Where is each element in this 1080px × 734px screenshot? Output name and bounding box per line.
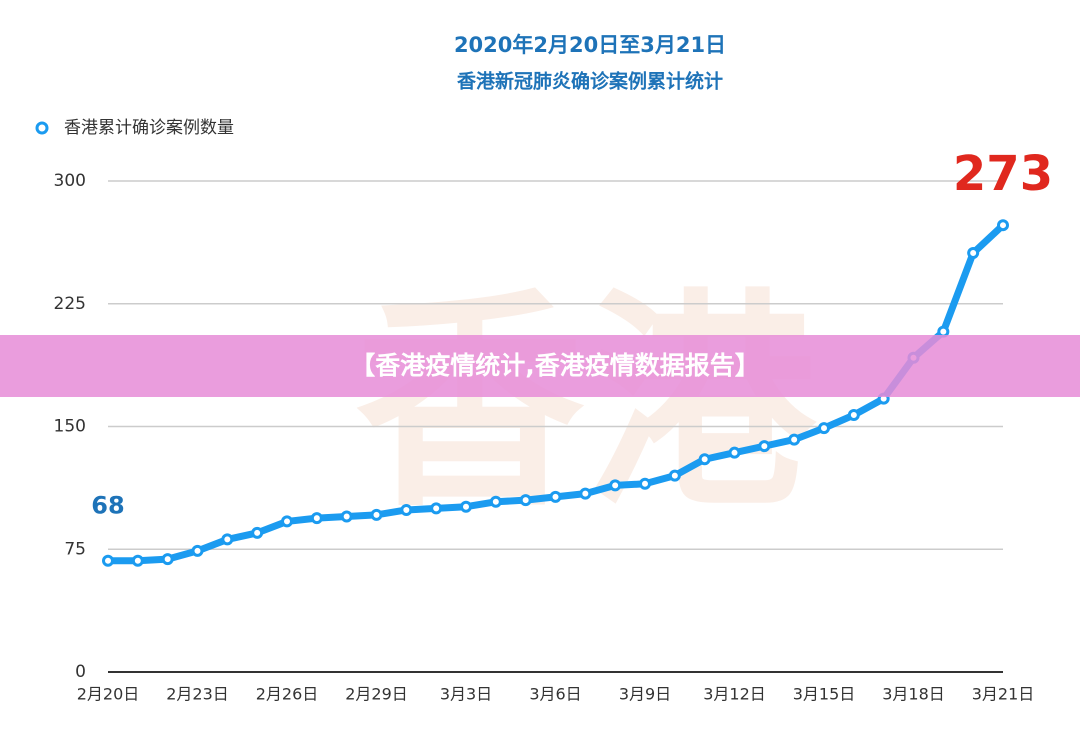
- banner-bg: [0, 335, 1080, 397]
- data-point: [639, 477, 651, 490]
- x-tick-label: 2月23日: [166, 685, 229, 704]
- y-tick-label: 225: [54, 294, 86, 314]
- x-tick-label: 3月18日: [882, 685, 945, 704]
- data-point: [370, 508, 383, 521]
- x-tick-label: 3月15日: [793, 685, 856, 704]
- data-point: [967, 247, 980, 260]
- data-point: [937, 325, 950, 338]
- banner-text: 【香港疫情统计,香港疫情数据报告】: [350, 351, 760, 380]
- x-tick-label: 3月9日: [619, 685, 671, 704]
- data-point: [549, 490, 562, 503]
- data-point: [340, 510, 353, 523]
- data-point: [668, 469, 681, 482]
- data-point: [758, 440, 771, 453]
- data-point: [131, 554, 144, 567]
- chart-title: 2020年2月20日至3月21日: [454, 33, 726, 57]
- data-label: 273: [953, 146, 1053, 202]
- x-tick-label: 2月26日: [256, 685, 319, 704]
- data-point: [519, 494, 532, 507]
- x-tick-label: 3月3日: [440, 685, 492, 704]
- data-point: [281, 515, 293, 528]
- data-label: 68: [91, 492, 124, 520]
- data-point: [191, 544, 204, 557]
- data-point: [698, 453, 711, 466]
- data-point: [609, 479, 622, 492]
- x-tick-label: 2月29日: [345, 685, 408, 704]
- y-tick-label: 300: [54, 171, 86, 191]
- legend-marker: [35, 121, 49, 135]
- x-tick-label: 3月6日: [529, 685, 581, 704]
- y-tick-label: 0: [75, 662, 86, 682]
- y-tick-label: 75: [64, 539, 86, 559]
- data-point: [430, 502, 443, 515]
- data-point: [489, 495, 502, 508]
- data-point: [997, 219, 1009, 232]
- data-point: [818, 422, 830, 435]
- x-tick-label: 3月12日: [703, 685, 766, 704]
- data-point: [847, 409, 860, 422]
- data-point: [310, 512, 323, 525]
- data-point: [460, 500, 472, 513]
- legend-label: 香港累计确诊案例数量: [64, 118, 234, 138]
- y-tick-label: 150: [54, 417, 86, 437]
- data-point: [221, 533, 234, 546]
- chart-subtitle: 香港新冠肺炎确诊案例累计统计: [456, 70, 723, 93]
- data-point: [400, 503, 413, 516]
- data-point: [251, 526, 264, 539]
- data-point: [102, 554, 114, 567]
- data-point: [728, 446, 741, 459]
- x-tick-label: 2月20日: [77, 685, 140, 704]
- data-point: [788, 433, 801, 446]
- data-point: [161, 553, 174, 566]
- data-point: [579, 487, 592, 500]
- x-tick-label: 3月21日: [972, 685, 1035, 704]
